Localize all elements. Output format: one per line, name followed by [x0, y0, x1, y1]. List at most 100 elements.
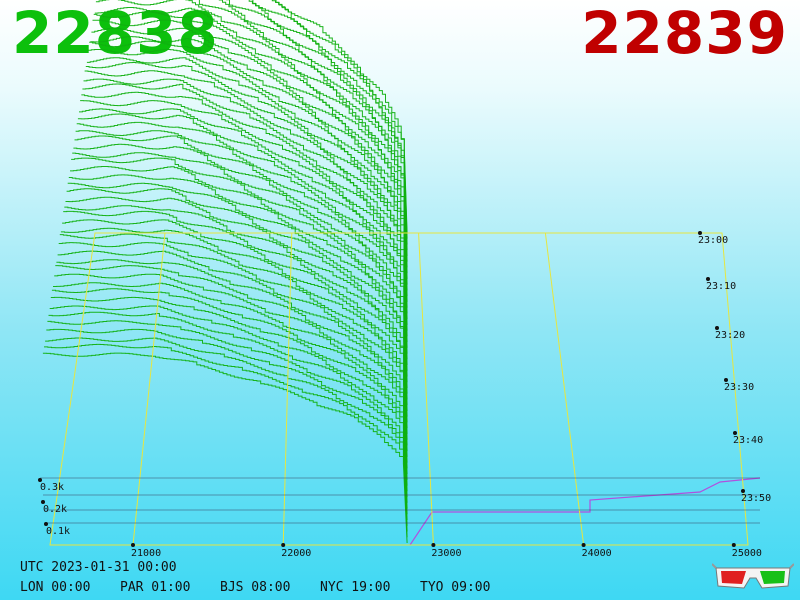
- volume-tick-mark: [41, 500, 45, 504]
- bid-depth-line: [47, 320, 408, 521]
- volume-tick-mark: [38, 478, 42, 482]
- bid-depth-lines: [42, 0, 408, 544]
- bid-depth-line: [76, 121, 408, 371]
- bid-depth-line: [72, 152, 408, 394]
- bid-depth-line: [73, 143, 408, 389]
- 3d-glasses-icon[interactable]: [712, 560, 794, 594]
- bid-depth-line: [48, 311, 408, 515]
- clock-par: PAR 01:00: [120, 580, 191, 595]
- grid-line: [544, 232, 585, 546]
- bid-depth-line: [62, 219, 408, 446]
- bid-depth-line: [58, 242, 408, 463]
- bid-depth-line: [84, 70, 408, 331]
- bid-depth-line: [89, 40, 408, 308]
- bid-depth-line: [55, 265, 408, 480]
- grid-line: [418, 232, 434, 546]
- bid-depth-line: [90, 36, 408, 302]
- price-tick-label: 23000: [431, 548, 461, 559]
- bid-depth-line: [57, 250, 408, 469]
- bid-depth-line: [53, 282, 408, 492]
- bid-depth-line: [65, 196, 408, 429]
- volume-axis: 0.1k 0.2k 0.3k: [38, 478, 70, 537]
- bid-depth-line: [80, 100, 408, 354]
- bid-depth-line: [66, 188, 408, 423]
- time-tick-label: 23:30: [724, 382, 754, 393]
- bid-depth-line: [71, 157, 408, 400]
- grid-line: [282, 232, 293, 546]
- time-tick-mark: [698, 231, 702, 235]
- price-tick-mark: [731, 543, 736, 547]
- volume-tick-mark: [44, 522, 48, 526]
- grid-line: [132, 232, 166, 546]
- bid-depth-line: [51, 288, 408, 498]
- time-axis: 23:00 23:10 23:20 23:30 23:40 23:50: [698, 231, 771, 504]
- bid-depth-line: [77, 113, 408, 366]
- price-tick-mark: [431, 543, 436, 547]
- volume-tick-label: 0.1k: [46, 526, 70, 537]
- time-tick-label: 23:20: [715, 330, 745, 341]
- price-tick-label: 21000: [131, 548, 161, 559]
- time-tick-mark: [733, 431, 737, 435]
- bid-depth-line: [68, 174, 408, 412]
- bid-depth-line: [46, 328, 408, 526]
- clock-lon: LON 00:00: [20, 580, 91, 595]
- bid-depth-line: [86, 57, 408, 320]
- bid-depth-line: [83, 78, 408, 337]
- clock-nyc: NYC 19:00: [320, 580, 391, 595]
- bid-depth-line: [271, 0, 408, 239]
- time-tick-label: 23:50: [741, 493, 771, 504]
- clock-bjs: BJS 08:00: [220, 580, 291, 595]
- bid-depth-line: [93, 11, 408, 285]
- bid-depth-line: [94, 7, 408, 279]
- bid-depth-line: [49, 305, 408, 509]
- bid-depth-line: [95, 0, 408, 274]
- ask-front-line: [409, 477, 761, 546]
- price-tick-label: 24000: [582, 548, 612, 559]
- time-tick-mark: [715, 326, 719, 330]
- time-tick-mark: [706, 277, 710, 281]
- ask-price: 22839: [581, 0, 788, 67]
- chart-grid: [40, 232, 760, 546]
- time-tick-mark: [724, 378, 728, 382]
- price-tick-mark: [131, 543, 135, 547]
- bid-depth-line: [60, 227, 408, 452]
- price-tick-label: 22000: [281, 548, 311, 559]
- ask-depth-lines: [409, 477, 761, 546]
- time-tick-mark: [741, 489, 745, 493]
- bid-depth-line: [67, 182, 408, 417]
- time-tick-label: 23:00: [698, 235, 728, 246]
- grid-frame: [49, 232, 749, 546]
- volume-tick-label: 0.2k: [43, 504, 67, 515]
- bid-depth-line: [45, 337, 408, 532]
- clock-tyo: TYO 09:00: [420, 580, 491, 595]
- bid-depth-line: [225, 0, 408, 257]
- bid-depth-line: [79, 108, 408, 360]
- bid-depth-line: [85, 62, 408, 325]
- utc-time: UTC 2023-01-31 00:00: [20, 560, 177, 575]
- price-tick-mark: [581, 543, 586, 547]
- bid-depth-line: [91, 27, 408, 297]
- bid-depth-line: [248, 0, 408, 251]
- time-tick-label: 23:40: [733, 435, 763, 446]
- bid-depth-line: [81, 91, 408, 348]
- bid-depth-line: [42, 352, 408, 544]
- bid-depth-line: [44, 343, 408, 538]
- bid-depth-line: [54, 273, 408, 486]
- price-axis: 21000 22000 23000 24000 25000: [131, 543, 762, 559]
- bid-depth-line: [70, 166, 408, 406]
- price-tick-label: 25000: [732, 548, 762, 559]
- bid-depth-line: [275, 0, 408, 234]
- bid-depth-line: [92, 19, 408, 291]
- bid-depth-line: [88, 49, 408, 314]
- bid-depth-line: [75, 130, 408, 377]
- bid-depth-line: [63, 210, 408, 440]
- bid-depth-line: [50, 296, 408, 503]
- bid-depth-line: [218, 0, 408, 262]
- time-tick-label: 23:10: [706, 281, 736, 292]
- bid-depth-line: [196, 0, 408, 268]
- volume-tick-label: 0.3k: [40, 482, 64, 493]
- bid-depth-line: [59, 233, 408, 457]
- bid-depth-line: [56, 259, 408, 475]
